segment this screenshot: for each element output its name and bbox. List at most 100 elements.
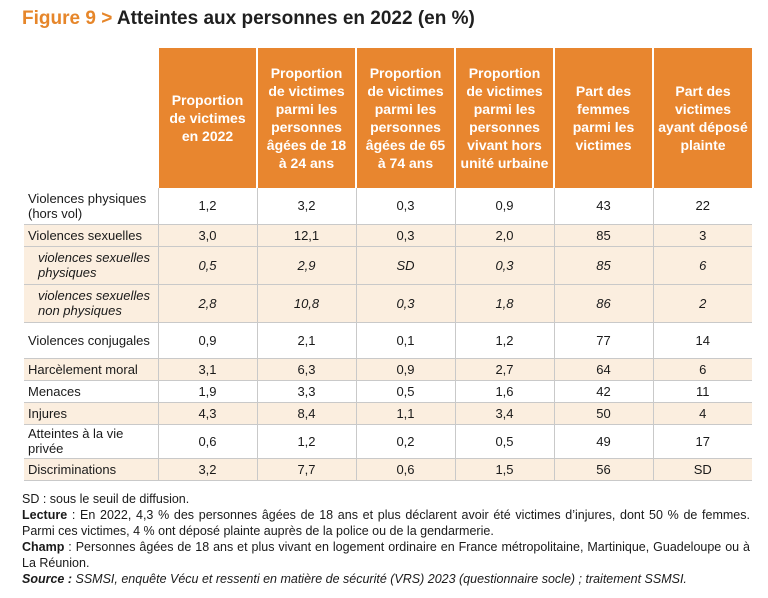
table-cell: 64 [553, 358, 653, 381]
table-cell: 1,9 [157, 380, 257, 403]
table-cell: 2,9 [256, 246, 356, 285]
header-corner [24, 48, 158, 188]
column-header: Part des victimes ayant déposé plainte [652, 48, 752, 188]
table-row: Atteintes à la vie privée 0,6 1,2 0,2 0,5 49 1… [24, 424, 752, 459]
note-champ-text: : Personnes âgées de 18 ans et plus viva… [22, 540, 750, 570]
note-lecture-text: : En 2022, 4,3 % des personnes âgées de … [22, 508, 750, 538]
row-label: Harcèlement moral [24, 358, 158, 381]
note-sd: SD : sous le seuil de diffusion. [22, 492, 190, 506]
data-table: Proportion de victimes en 2022 Proportio… [24, 48, 752, 481]
table-cell: 0,3 [355, 188, 455, 225]
table-row: Harcèlement moral 3,1 6,3 0,9 2,7 64 6 [24, 358, 752, 381]
figure-number: Figure 9 [22, 8, 96, 29]
table-cell: 3,0 [157, 224, 257, 247]
table-cell: 77 [553, 322, 653, 359]
table-row: Menaces 1,9 3,3 0,5 1,6 42 11 [24, 380, 752, 403]
table-cell: 43 [553, 188, 653, 225]
table-cell: 3,2 [157, 458, 257, 481]
table-cell: 85 [553, 224, 653, 247]
table-cell: 1,2 [157, 188, 257, 225]
table-cell: 0,9 [454, 188, 554, 225]
table-row: violences sexuelles physiques 0,5 2,9 SD 0,3… [24, 246, 752, 285]
table-row: violences sexuelles non physiques 2,8 10,8… [24, 284, 752, 323]
table-cell: 0,5 [454, 424, 554, 459]
table-cell: 17 [652, 424, 752, 459]
table-cell: 3,3 [256, 380, 356, 403]
row-label: Discriminations [24, 458, 158, 481]
row-label: Violences conjugales [24, 322, 158, 359]
table-cell: 50 [553, 402, 653, 425]
table-cell: 49 [553, 424, 653, 459]
row-label: Violences physiques (hors vol) [24, 188, 158, 225]
table-cell: 2 [652, 284, 752, 323]
table-cell: 0,2 [355, 424, 455, 459]
table-cell: 3 [652, 224, 752, 247]
row-label: Atteintes à la vie privée [24, 424, 158, 459]
column-header: Proportion de victimes parmi les personn… [355, 48, 455, 188]
note-champ: Champ : Personnes âgées de 18 ans et plu… [22, 539, 750, 571]
table-cell: 0,3 [355, 224, 455, 247]
table-cell: 3,1 [157, 358, 257, 381]
table-cell: 3,2 [256, 188, 356, 225]
column-header: Proportion de victimes parmi les personn… [256, 48, 356, 188]
table-cell: 6,3 [256, 358, 356, 381]
column-header: Proportion de victimes parmi les personn… [454, 48, 554, 188]
table-cell: 1,6 [454, 380, 554, 403]
table-cell: 0,3 [454, 246, 554, 285]
figure-title-text: Atteintes aux personnes en 2022 (en %) [116, 8, 475, 29]
table-cell: 0,1 [355, 322, 455, 359]
figure-separator: > [101, 8, 113, 29]
table-cell: 2,7 [454, 358, 554, 381]
row-label: Violences sexuelles [24, 224, 158, 247]
column-header: Part des femmes parmi les victimes [553, 48, 653, 188]
row-label: Menaces [24, 380, 158, 403]
header-row: Proportion de victimes en 2022 Proportio… [24, 48, 752, 188]
table-cell: 2,1 [256, 322, 356, 359]
table-cell: 0,9 [157, 322, 257, 359]
table-cell: 85 [553, 246, 653, 285]
table-cell: 0,5 [157, 246, 257, 285]
table-cell: SD [652, 458, 752, 481]
table-cell: 10,8 [256, 284, 356, 323]
table-cell: 6 [652, 358, 752, 381]
table-cell: 22 [652, 188, 752, 225]
table-cell: 56 [553, 458, 653, 481]
table-cell: 12,1 [256, 224, 356, 247]
table-cell: 6 [652, 246, 752, 285]
note-source-label: Source : [22, 572, 73, 586]
row-label: violences sexuelles physiques [24, 246, 158, 285]
row-label: violences sexuelles non physiques [24, 284, 158, 323]
table-cell: SD [355, 246, 455, 285]
table-cell: 1,8 [454, 284, 554, 323]
table-cell: 2,0 [454, 224, 554, 247]
table-row: Violences conjugales 0,9 2,1 0,1 1,2 77 14 [24, 322, 752, 359]
table-body: Violences physiques (hors vol) 1,2 3,2 0,3 0… [24, 188, 752, 481]
column-header: Proportion de victimes en 2022 [157, 48, 257, 188]
table-cell: 2,8 [157, 284, 257, 323]
figure-title: Figure 9 > Atteintes aux personnes en 20… [22, 8, 475, 30]
table-row: Violences sexuelles 3,0 12,1 0,3 2,0 85 3 [24, 224, 752, 247]
note-source-text: SSMSI, enquête Vécu et ressenti en matiè… [72, 572, 687, 586]
table-cell: 1,5 [454, 458, 554, 481]
table-cell: 4,3 [157, 402, 257, 425]
table-cell: 86 [553, 284, 653, 323]
note-champ-label: Champ [22, 540, 65, 554]
table-cell: 14 [652, 322, 752, 359]
table-cell: 0,6 [355, 458, 455, 481]
table-cell: 11 [652, 380, 752, 403]
table-row: Violences physiques (hors vol) 1,2 3,2 0,3 0… [24, 188, 752, 225]
table-cell: 0,6 [157, 424, 257, 459]
table-cell: 0,5 [355, 380, 455, 403]
table-row: Injures 4,3 8,4 1,1 3,4 50 4 [24, 402, 752, 425]
table-cell: 1,1 [355, 402, 455, 425]
table-cell: 7,7 [256, 458, 356, 481]
table-cell: 0,3 [355, 284, 455, 323]
table-row: Discriminations 3,2 7,7 0,6 1,5 56 SD [24, 458, 752, 481]
table-cell: 1,2 [454, 322, 554, 359]
table-cell: 8,4 [256, 402, 356, 425]
note-source: Source : SSMSI, enquête Vécu et ressenti… [22, 571, 750, 587]
table-cell: 4 [652, 402, 752, 425]
table-cell: 42 [553, 380, 653, 403]
figure-notes: SD : sous le seuil de diffusion. Lecture… [22, 491, 750, 587]
note-lecture: Lecture : En 2022, 4,3 % des personnes â… [22, 507, 750, 539]
